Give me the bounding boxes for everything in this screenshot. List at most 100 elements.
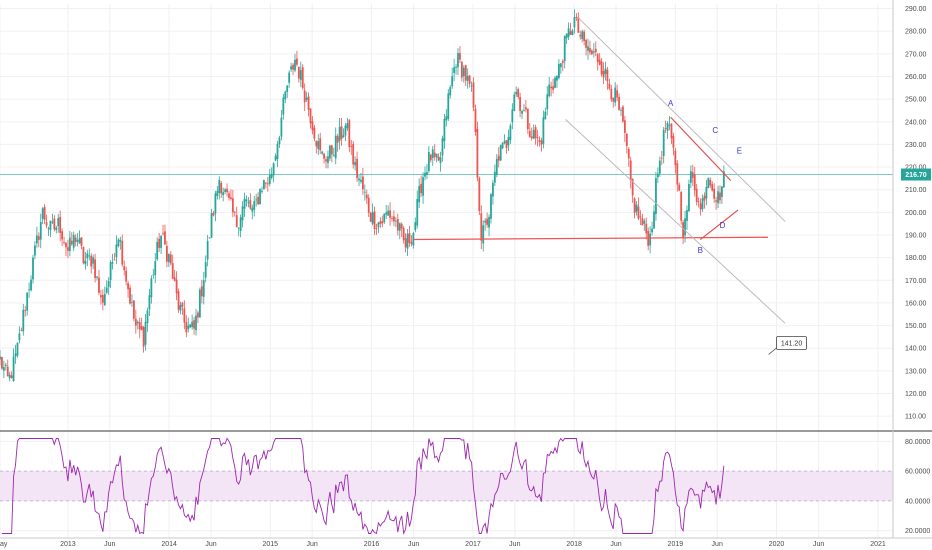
candle <box>315 140 318 154</box>
candle <box>383 213 386 225</box>
candle-body <box>604 68 607 75</box>
candle-body <box>542 117 545 144</box>
candle-body <box>301 67 304 89</box>
candle <box>88 248 91 261</box>
candle-body <box>715 200 717 202</box>
candle <box>635 201 638 216</box>
candle <box>674 147 677 174</box>
candle <box>393 210 395 227</box>
candle <box>105 280 108 295</box>
candle-body <box>329 145 331 159</box>
x-tick-label: Jun <box>408 541 419 548</box>
candle <box>662 126 665 164</box>
y-tick-label: 210.00 <box>905 187 927 194</box>
candle <box>457 48 459 76</box>
candle <box>558 59 560 80</box>
candle <box>367 194 370 217</box>
candle-body <box>181 302 184 307</box>
candle <box>422 172 424 204</box>
candle <box>501 141 504 150</box>
candle-body <box>511 109 514 123</box>
candle-body <box>521 110 523 114</box>
candle-body <box>47 227 50 229</box>
candle <box>693 167 696 197</box>
candle <box>332 147 335 157</box>
candle <box>101 289 104 311</box>
candle <box>719 185 721 204</box>
candle-body <box>26 292 29 311</box>
candle-body <box>381 221 384 224</box>
candle-body <box>35 235 38 244</box>
last-price-tag: 216.70 <box>901 168 931 181</box>
candle <box>426 164 428 180</box>
candle-body <box>134 318 137 326</box>
candle-body <box>49 220 52 231</box>
candle-body <box>670 123 673 139</box>
x-tick-label: 2013 <box>60 541 76 548</box>
candle-body <box>377 222 380 228</box>
candle <box>420 175 423 198</box>
candle-body <box>183 308 186 323</box>
candle-body <box>713 188 716 199</box>
candle-body <box>249 199 252 209</box>
candle <box>68 230 71 257</box>
candle <box>678 182 681 191</box>
candle-body <box>422 177 424 196</box>
candle <box>257 192 260 205</box>
candle-body <box>361 176 364 190</box>
channel-upper-line[interactable] <box>577 17 786 222</box>
candle-body <box>614 87 617 103</box>
pattern-upper-line[interactable] <box>670 116 732 182</box>
candle-body <box>231 198 234 213</box>
y-tick-label: 240.00 <box>905 119 927 126</box>
candle <box>478 176 481 215</box>
candle <box>253 195 256 217</box>
candle-body <box>39 222 42 240</box>
candle <box>590 49 593 55</box>
candle-body <box>204 262 207 278</box>
candle-body <box>61 231 64 240</box>
candle <box>350 139 353 156</box>
candle-body <box>488 216 490 228</box>
candle <box>445 108 448 127</box>
candle-body <box>400 224 403 229</box>
candle-body <box>86 253 89 259</box>
candle-body <box>620 109 622 111</box>
candle <box>222 187 225 202</box>
y-tick-label: 250.00 <box>905 97 927 104</box>
candle <box>691 164 694 186</box>
candle-body <box>464 65 467 81</box>
candle <box>243 192 246 217</box>
candle-body <box>513 94 516 111</box>
candle <box>133 300 135 322</box>
candle-body <box>12 356 15 382</box>
candle <box>689 165 692 189</box>
candle <box>536 129 539 147</box>
candle-body <box>682 222 685 238</box>
pattern-point-label: D <box>720 221 726 230</box>
candle-body <box>515 92 518 95</box>
y-tick-label: 160.00 <box>905 300 927 307</box>
rsi-tick-label: 40.0000 <box>905 498 930 505</box>
candle-body <box>697 201 700 203</box>
channel-lower-line[interactable] <box>565 119 786 324</box>
candle-body <box>596 54 599 62</box>
candle <box>542 110 545 149</box>
candle <box>414 217 417 233</box>
candle-body <box>598 59 601 65</box>
candle <box>435 153 438 163</box>
candle <box>717 185 719 209</box>
candle-body <box>393 216 395 222</box>
pattern-lower-line[interactable] <box>699 209 739 240</box>
candle <box>348 118 351 153</box>
target-callout[interactable]: 141.20 <box>768 336 807 355</box>
candle <box>30 275 32 292</box>
drawing-tools[interactable] <box>413 17 786 324</box>
candle-body <box>272 163 275 176</box>
candle <box>148 288 151 316</box>
support-line[interactable] <box>413 236 768 241</box>
candle <box>503 134 506 145</box>
candle-body <box>616 90 619 98</box>
candle <box>532 124 535 140</box>
